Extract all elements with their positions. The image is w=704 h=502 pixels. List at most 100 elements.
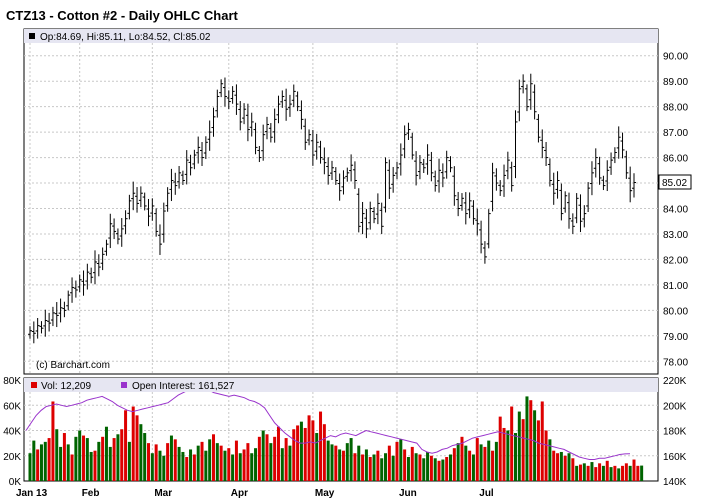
ohlc-bar bbox=[272, 108, 277, 143]
volume-bar bbox=[139, 424, 143, 481]
volume-bar bbox=[433, 458, 437, 481]
ohlc-bar bbox=[551, 172, 556, 205]
ohlc-bar bbox=[513, 110, 518, 179]
ohlc-bar bbox=[280, 90, 285, 108]
ohlc-bar bbox=[509, 161, 514, 192]
volume-bar bbox=[502, 427, 506, 481]
volume-bar bbox=[261, 430, 265, 481]
ohlc-bar bbox=[502, 164, 507, 197]
ohlc-bar bbox=[417, 155, 422, 180]
ohlc-bar bbox=[50, 306, 55, 327]
ohlc-bar bbox=[620, 132, 625, 159]
volume-bar bbox=[169, 435, 173, 481]
ohlc-bar bbox=[383, 157, 388, 213]
volume-bar bbox=[227, 448, 231, 481]
volume-bar bbox=[154, 444, 158, 481]
volume-bar bbox=[540, 401, 544, 481]
ohlc-bar bbox=[54, 302, 59, 328]
ohlc-bar bbox=[131, 181, 136, 211]
volume-bar bbox=[280, 448, 284, 481]
ohlc-bar bbox=[115, 228, 120, 245]
volume-bar bbox=[273, 436, 277, 481]
ohlc-bar bbox=[96, 254, 101, 277]
ohlc-bar bbox=[177, 166, 182, 189]
volume-bar bbox=[124, 410, 128, 481]
ohlc-bar bbox=[249, 112, 254, 137]
ohlc-bar bbox=[314, 133, 319, 160]
ohlc-bar bbox=[341, 170, 346, 195]
last-price-box bbox=[658, 174, 692, 190]
volume-bar bbox=[276, 426, 280, 481]
volume-bar bbox=[494, 441, 498, 481]
volume-bar bbox=[39, 444, 43, 481]
ohlc-bar bbox=[479, 220, 484, 254]
volume-bar bbox=[192, 454, 196, 481]
volume-bar bbox=[341, 450, 345, 481]
ohlc-bar bbox=[593, 148, 598, 178]
ohlc-bar bbox=[467, 192, 472, 219]
ohlc-bar bbox=[364, 208, 369, 239]
ohlc-bar bbox=[192, 149, 197, 170]
volume-bar bbox=[345, 443, 349, 481]
volume-bar bbox=[89, 451, 93, 481]
volume-bar bbox=[231, 454, 235, 481]
volume-bar bbox=[556, 453, 560, 481]
volume-bar bbox=[82, 435, 86, 481]
ohlc-bar bbox=[609, 152, 614, 175]
ohlc-bar bbox=[184, 150, 189, 185]
volume-bar bbox=[468, 450, 472, 481]
volume-bar bbox=[97, 441, 101, 481]
volume-bar bbox=[368, 457, 372, 481]
volume-bar bbox=[78, 430, 82, 481]
volume-bar bbox=[93, 450, 97, 481]
ohlc-bar bbox=[624, 150, 629, 179]
price-tick-label: 88.00 bbox=[663, 103, 688, 114]
ohlc-bar bbox=[486, 209, 491, 249]
volume-bar bbox=[292, 429, 296, 481]
volume-bar bbox=[269, 443, 273, 481]
ohlc-bar bbox=[540, 129, 545, 159]
volume-bar bbox=[131, 406, 135, 481]
oi-tick-label: 200K bbox=[663, 401, 687, 412]
volume-bar bbox=[32, 440, 36, 481]
ohlc-bar bbox=[391, 166, 396, 193]
volume-bar bbox=[322, 424, 326, 481]
volume-bar bbox=[143, 433, 147, 481]
volume-bar bbox=[517, 411, 521, 481]
ohlc-bar bbox=[257, 145, 262, 163]
ohlc-bar bbox=[215, 89, 220, 118]
volume-bar bbox=[464, 445, 468, 481]
volume-bar bbox=[219, 445, 223, 481]
ohlc-bar bbox=[161, 202, 166, 243]
ohlc-bar bbox=[200, 142, 205, 167]
ohlc-bar bbox=[31, 321, 36, 344]
ohlc-bar bbox=[498, 180, 503, 196]
volume-bar bbox=[181, 451, 185, 481]
volume-bar bbox=[315, 433, 319, 481]
ohlc-bar bbox=[406, 122, 411, 140]
volume-bar bbox=[529, 400, 533, 481]
ohlc-bar bbox=[352, 161, 357, 189]
ohlc-bar bbox=[291, 84, 296, 108]
ohlc-bar bbox=[322, 147, 327, 175]
ohlc-bar bbox=[70, 277, 75, 303]
volume-bar bbox=[55, 429, 59, 481]
ohlc-bar bbox=[444, 150, 449, 179]
volume-bar bbox=[624, 463, 628, 481]
ohlc-bar bbox=[517, 79, 522, 122]
ohlc-bar bbox=[532, 84, 537, 120]
ohlc-bar bbox=[203, 136, 208, 160]
price-tick-label: 79.00 bbox=[663, 332, 688, 343]
ohlc-bar bbox=[425, 144, 430, 175]
volume-legend: Vol: 12,209 bbox=[41, 381, 91, 392]
ohlc-bar bbox=[563, 191, 568, 213]
ohlc-legend: Op:84.69, Hi:85.11, Lo:84.52, Cl:85.02 bbox=[40, 32, 211, 43]
volume-bar bbox=[196, 445, 200, 481]
ohlc-bar bbox=[555, 171, 560, 199]
date-tick-label: Jul bbox=[479, 488, 494, 499]
volume-bar bbox=[617, 468, 621, 481]
ohlc-bar bbox=[544, 142, 549, 167]
ohlc-bar bbox=[157, 224, 162, 255]
ohlc-bar bbox=[62, 301, 67, 318]
